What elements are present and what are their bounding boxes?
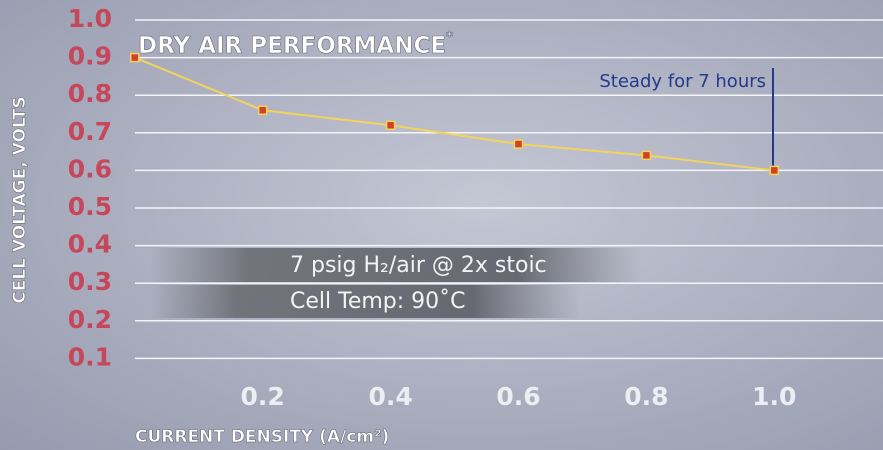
y-tick-label: 0.1 — [68, 342, 112, 371]
y-axis-label: CELL VOLTAGE, VOLTS — [10, 96, 30, 304]
y-tick-label: 1.0 — [68, 4, 112, 33]
title-text: DRY AIR PERFORMANCE — [138, 33, 446, 59]
x-tick-label: 0.4 — [368, 382, 412, 411]
data-point — [385, 120, 396, 131]
data-point — [130, 52, 140, 63]
title-note: * — [446, 30, 453, 45]
y-tick-label: 0.7 — [68, 117, 112, 146]
y-tick-label: 0.4 — [68, 230, 112, 259]
condition-text: Cell Temp: 90˚C — [290, 289, 466, 314]
y-tick-label: 0.3 — [68, 267, 112, 296]
x-tick-label: 0.6 — [496, 382, 540, 411]
y-tick-label: 0.5 — [68, 192, 112, 221]
data-point — [769, 165, 780, 176]
data-point — [513, 139, 524, 149]
chart-title: DRY AIR PERFORMANCE* — [138, 30, 453, 59]
y-tick-label: 0.6 — [68, 154, 112, 183]
x-tick-label: 0.8 — [624, 382, 668, 411]
y-tick-label: 0.2 — [68, 305, 112, 334]
data-point — [641, 150, 652, 161]
x-tick-label: 1.0 — [752, 382, 796, 411]
condition-band — [150, 248, 640, 282]
y-tick-label: 0.9 — [68, 42, 112, 71]
y-tick-label: 0.8 — [68, 79, 112, 108]
annotation: Steady for 7 hours — [599, 71, 766, 92]
condition-band — [150, 285, 580, 318]
data-point — [257, 105, 268, 115]
x-axis-label: CURRENT DENSITY (A/cm²) — [135, 427, 389, 447]
x-tick-label: 0.2 — [241, 382, 285, 411]
data-line — [134, 56, 775, 172]
condition-text: 7 psig H₂/air @ 2x stoic — [290, 253, 547, 278]
